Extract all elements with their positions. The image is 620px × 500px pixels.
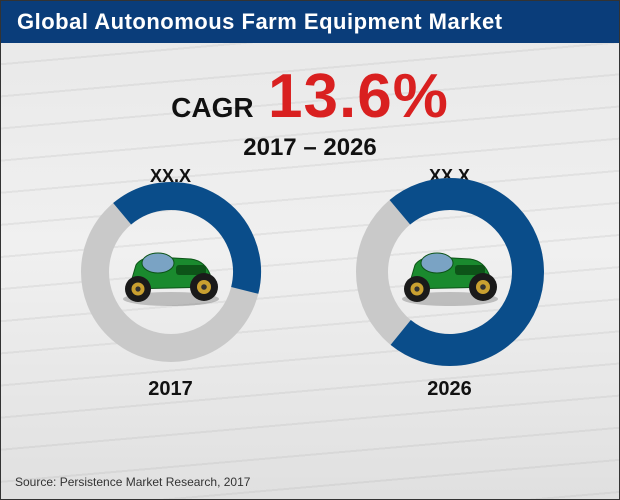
donut-2026: XX.X 2026	[350, 172, 550, 401]
cagr-label: CAGR	[171, 92, 253, 124]
tractor-icon	[395, 237, 505, 307]
donut-2026-chart	[350, 172, 550, 372]
donut-2017: XX.X 2017	[71, 172, 271, 401]
source-text: Source: Persistence Market Research, 201…	[15, 475, 250, 489]
donut-2026-year: 2026	[350, 378, 550, 401]
donut-2017-chart	[71, 172, 271, 372]
cagr-row: CAGR 13.6%	[1, 61, 619, 132]
donut-2017-year: 2017	[71, 378, 271, 401]
infographic-container: Global Autonomous Farm Equipment Market …	[0, 0, 620, 500]
tractor-icon	[116, 237, 226, 307]
header-bar: Global Autonomous Farm Equipment Market	[1, 1, 619, 43]
donut-charts-row: XX.X 2017 XX.X 2026	[1, 172, 619, 401]
cagr-value: 13.6%	[268, 61, 449, 132]
period-range: 2017 – 2026	[1, 134, 619, 162]
header-title: Global Autonomous Farm Equipment Market	[17, 9, 503, 34]
